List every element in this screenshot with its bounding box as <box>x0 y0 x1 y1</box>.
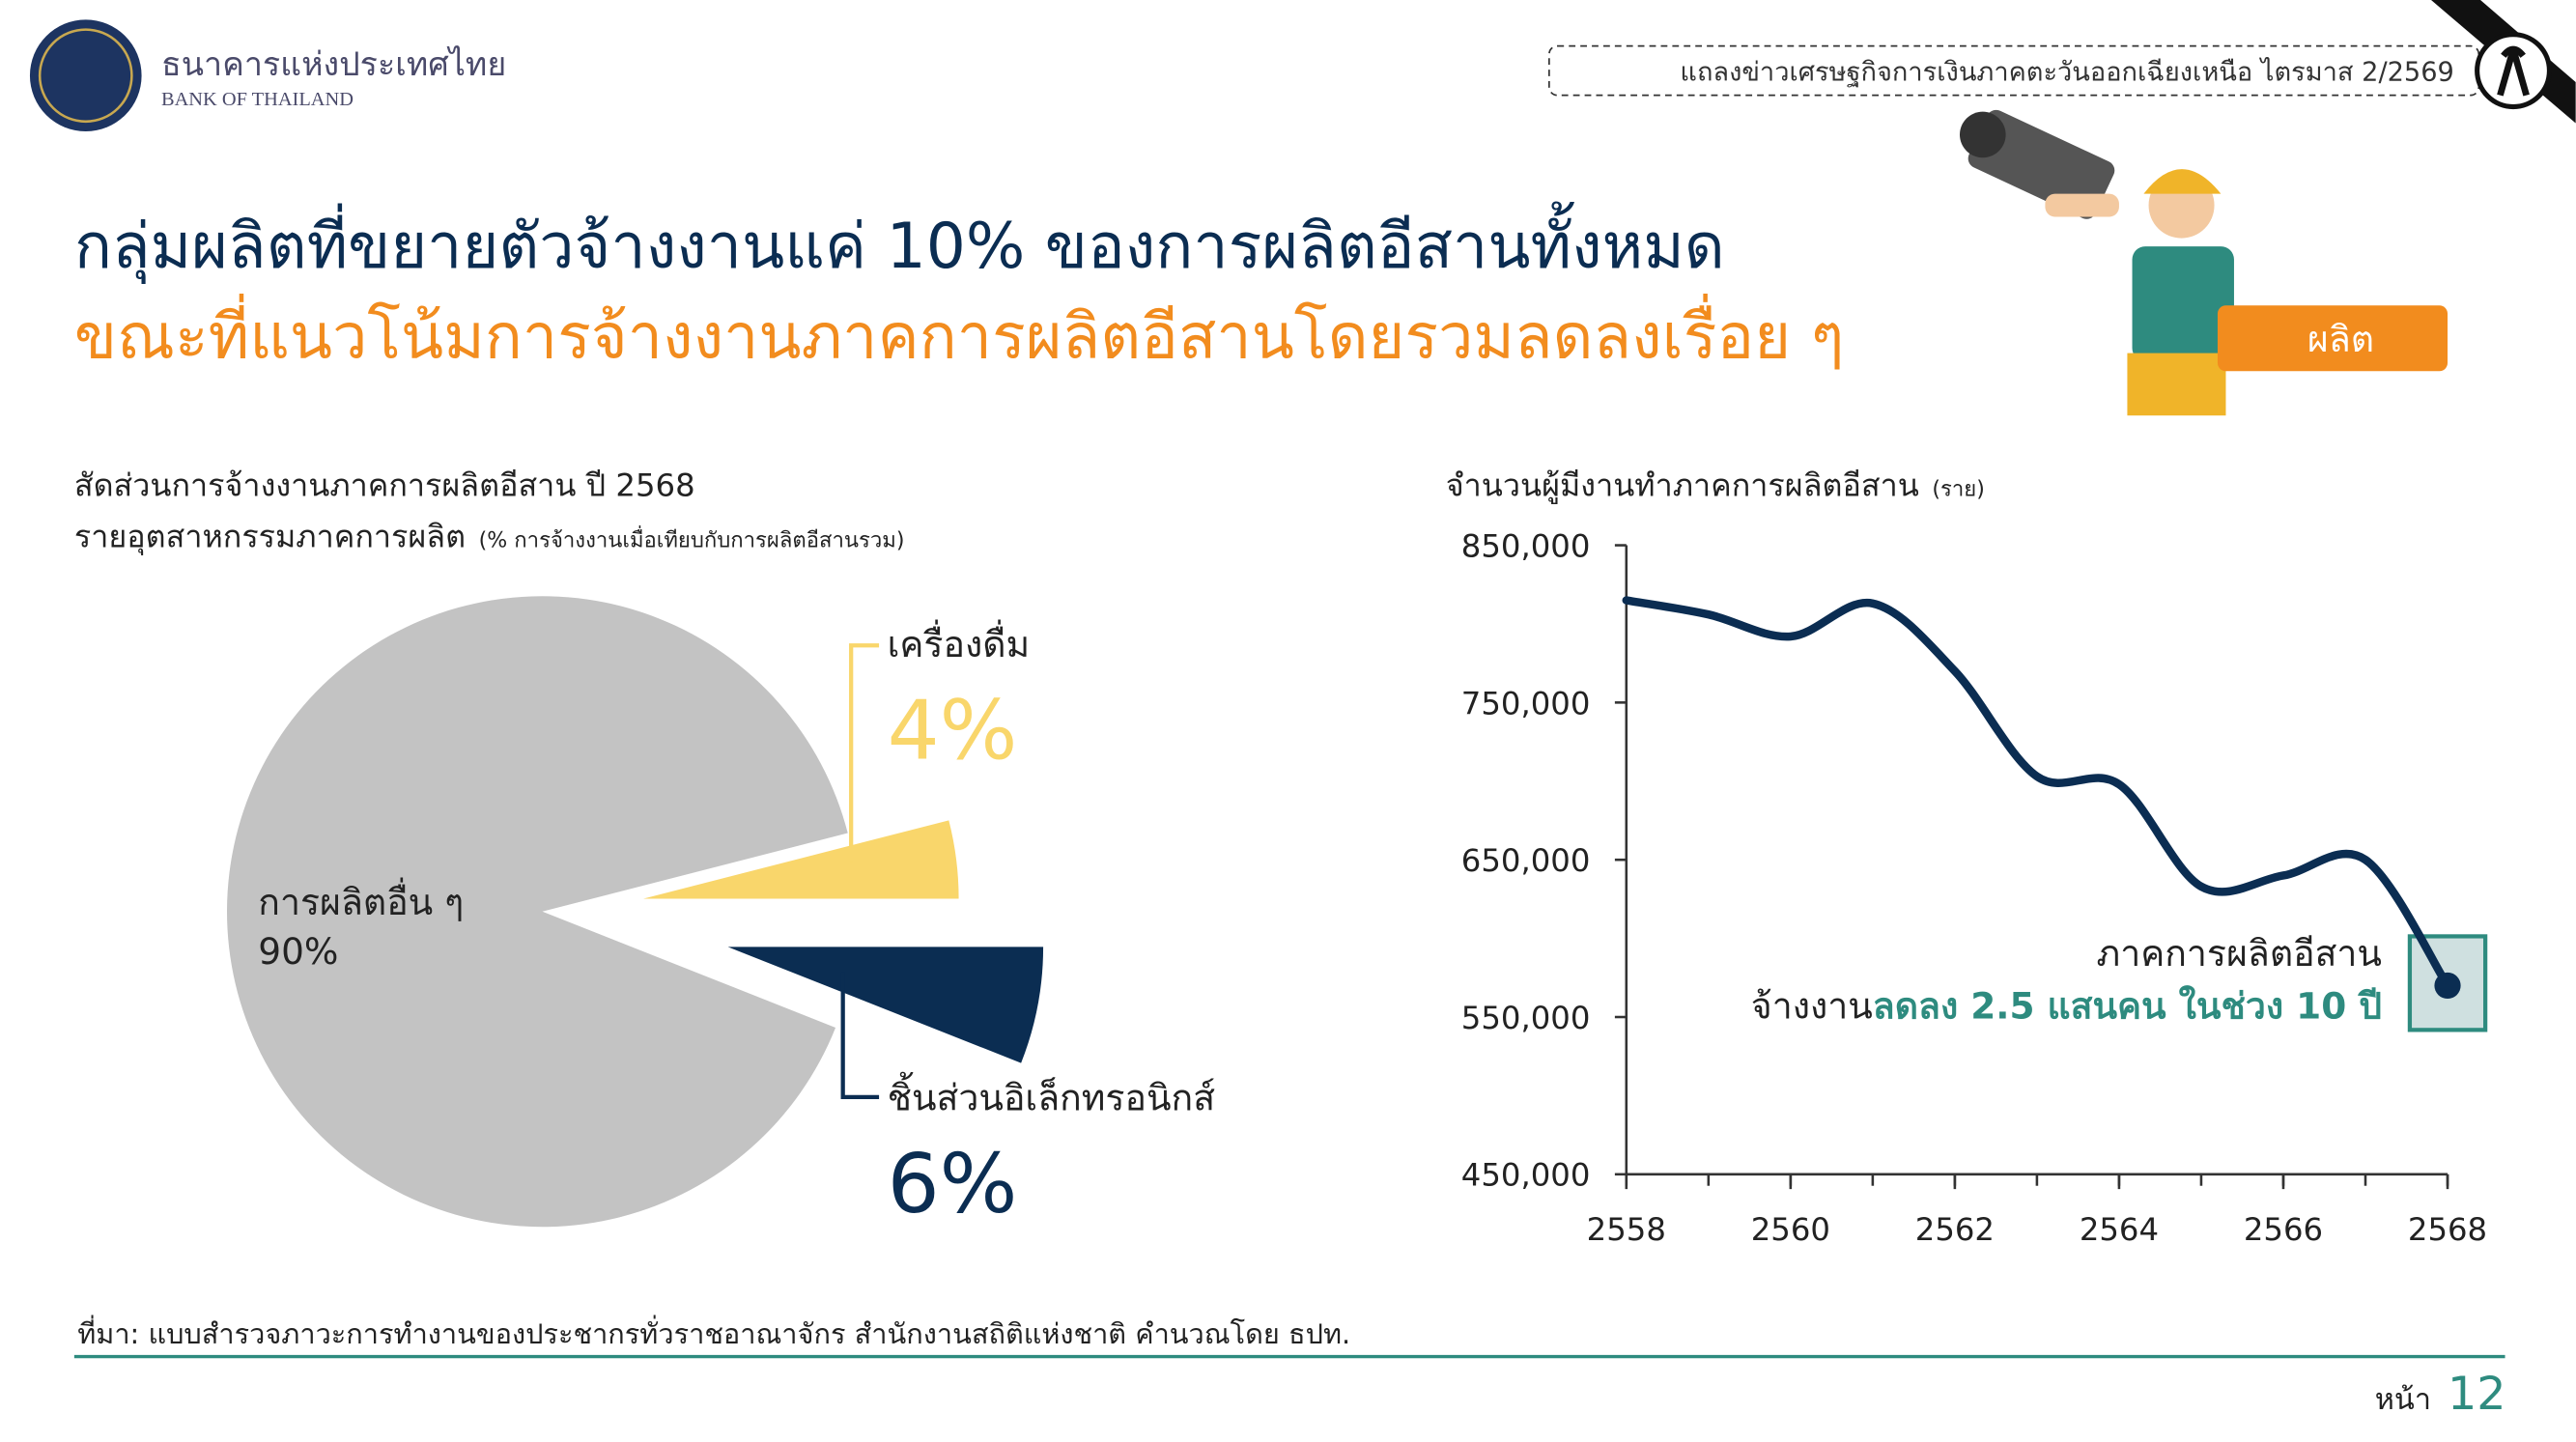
slice-label: ชิ้นส่วนอิเล็กทรอนิกส์ <box>888 1072 1216 1119</box>
banner-box <box>1548 44 2480 97</box>
logo <box>29 19 142 132</box>
page-number: 12 <box>2448 1368 2506 1421</box>
line-title-main: จำนวนผู้มีงานทำภาคการผลิตอีสาน <box>1446 467 1919 505</box>
ribbon <box>2497 45 2530 97</box>
banner: แถลงข่าวเศรษฐกิจการเงินภาคตะวันออกเฉียงเ… <box>1680 56 2453 87</box>
x-tick-label: 2560 <box>1751 1211 1830 1248</box>
pie-note: (% การจ้างงานเมื่อเทียบกับการผลิตอีสานรว… <box>479 524 905 552</box>
slice-label: การผลิตอื่น ๆ <box>258 877 464 923</box>
tag: ผลิต <box>2307 318 2374 360</box>
end-point <box>2434 972 2461 1000</box>
pie-subtitle: รายอุตสาหกรรมภาคการผลิต (% การจ้างงานเมื่… <box>74 518 905 555</box>
slice-value: 90% <box>258 930 338 973</box>
pie-slice <box>643 820 959 899</box>
ribbon-circle <box>2475 32 2553 110</box>
logo-ring <box>38 28 133 124</box>
x-tick-label: 2558 <box>1587 1211 1666 1248</box>
x-tick-label: 2564 <box>2080 1211 2159 1248</box>
slice-value: 6% <box>888 1137 1018 1232</box>
leader-line <box>849 643 880 862</box>
y-tick-label: 850,000 <box>1461 527 1591 564</box>
line-title: จำนวนผู้มีงานทำภาคการผลิตอีสาน (ราย) <box>1446 467 1985 505</box>
leader-line <box>840 972 880 1100</box>
title-2: ขณะที่แนวโน้มการจ้างงานภาคการผลิตอีสานโด… <box>74 294 1844 374</box>
y-tick-label: 450,000 <box>1461 1157 1591 1194</box>
pie-slice <box>727 947 1044 1063</box>
annotation-highlight: ลดลง 2.5 แสนคน ในช่วง 10 ปี <box>1873 984 2382 1027</box>
y-tick-label: 550,000 <box>1461 1000 1591 1036</box>
worker-illustration <box>1959 109 2234 416</box>
line-unit: (ราย) <box>1932 477 1984 502</box>
pie-title: สัดส่วนการจ้างงานภาคการผลิตอีสาน ปี 2568 <box>74 467 695 504</box>
slice-label: เครื่องดื่ม <box>888 619 1031 665</box>
pie-slice <box>227 596 848 1228</box>
annotation-1: ภาคการผลิตอีสาน <box>2097 932 2382 975</box>
tag-box <box>2217 305 2449 372</box>
x-tick-label: 2566 <box>2244 1211 2323 1248</box>
org-thai: ธนาคารแห่งประเทศไทย <box>161 45 506 84</box>
title-1: กลุ่มผลิตที่ขยายตัวจ้างงานแค่ 10% ของการ… <box>74 201 1725 285</box>
annotation-prefix: จ้างงาน <box>1751 984 1873 1027</box>
source: ที่มา: แบบสำรวจภาวะการทำงานของประชากรทั่… <box>77 1315 1350 1350</box>
y-tick-label: 750,000 <box>1461 685 1591 721</box>
x-tick-label: 2568 <box>2408 1211 2487 1248</box>
pie-subtitle-main: รายอุตสาหกรรมภาคการผลิต <box>74 518 466 555</box>
annotation-2: จ้างงานลดลง 2.5 แสนคน ในช่วง 10 ปี <box>1751 984 2382 1027</box>
slice-value: 4% <box>888 684 1018 779</box>
page-label: หน้า <box>2375 1383 2431 1417</box>
x-tick-label: 2562 <box>1915 1211 1995 1248</box>
org-en: BANK OF THAILAND <box>161 89 354 110</box>
line-series <box>1622 596 2452 990</box>
y-tick-label: 650,000 <box>1461 842 1591 879</box>
